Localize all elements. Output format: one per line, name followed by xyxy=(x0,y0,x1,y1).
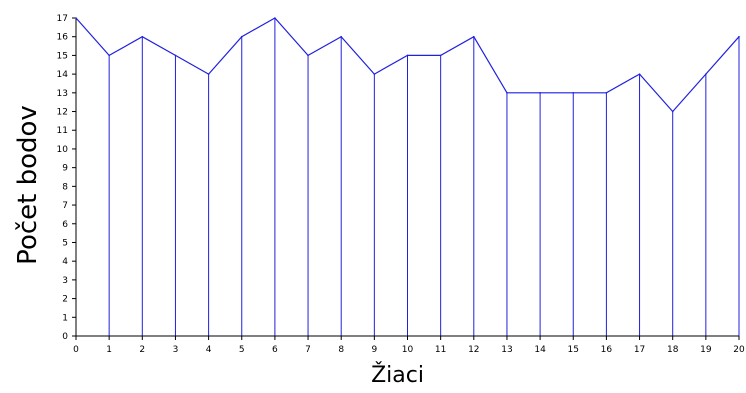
data-point xyxy=(506,92,508,94)
x-tick-label: 6 xyxy=(272,345,278,355)
data-point xyxy=(473,35,475,38)
drop-lines xyxy=(75,18,740,336)
x-tick-label: 4 xyxy=(206,345,212,355)
data-point xyxy=(240,35,243,38)
x-tick-label: 11 xyxy=(435,345,446,355)
x-tick-label: 5 xyxy=(239,345,245,355)
data-point xyxy=(207,73,210,75)
y-tick-label: 13 xyxy=(57,89,68,99)
y-tick-label: 3 xyxy=(62,276,68,286)
x-tick-label: 17 xyxy=(634,345,645,355)
data-point xyxy=(539,92,541,94)
y-tick-label: 11 xyxy=(57,126,68,136)
y-tick-label: 7 xyxy=(62,201,68,211)
data-point xyxy=(738,35,740,38)
x-axis-title: Žiaci xyxy=(371,362,424,388)
y-tick-label: 6 xyxy=(62,220,68,230)
data-point xyxy=(340,35,343,38)
x-tick-label: 0 xyxy=(73,345,79,355)
y-tick-label: 17 xyxy=(57,14,68,24)
x-tick-label: 13 xyxy=(501,345,512,355)
data-point xyxy=(705,73,707,75)
data-point xyxy=(638,73,641,75)
x-ticks: 0 1 2 3 4 5 6 7 8 9 10 11 12 13 14 15 16 17 18 19 20 xyxy=(73,336,745,355)
y-tick-label: 15 xyxy=(57,51,68,61)
x-tick-label: 18 xyxy=(667,345,679,355)
x-tick-label: 2 xyxy=(139,345,145,355)
x-tick-label: 3 xyxy=(173,345,179,355)
y-tick-label: 10 xyxy=(57,145,69,155)
y-tick-label: 0 xyxy=(62,332,68,342)
series xyxy=(75,17,740,113)
y-tick-label: 9 xyxy=(62,164,68,174)
x-tick-label: 10 xyxy=(402,345,414,355)
data-point xyxy=(274,17,276,19)
x-tick-label: 16 xyxy=(601,345,613,355)
data-point xyxy=(108,54,110,57)
x-tick-label: 7 xyxy=(305,345,311,355)
y-tick-label: 12 xyxy=(57,108,68,118)
x-tick-label: 8 xyxy=(338,345,344,355)
y-tick-label: 2 xyxy=(62,295,68,305)
data-point xyxy=(373,73,376,75)
y-tick-label: 1 xyxy=(62,313,68,323)
y-tick-label: 5 xyxy=(62,238,68,248)
y-tick-label: 4 xyxy=(62,257,68,267)
x-tick-label: 9 xyxy=(371,345,377,355)
x-tick-label: 20 xyxy=(733,345,745,355)
data-point xyxy=(605,92,608,94)
y-axis-title: Počet bodov xyxy=(13,105,43,265)
x-tick-label: 19 xyxy=(700,345,712,355)
x-tick-label: 12 xyxy=(468,345,479,355)
y-tick-label: 8 xyxy=(62,182,68,192)
x-tick-label: 15 xyxy=(568,345,579,355)
data-point xyxy=(671,110,674,113)
x-tick-label: 14 xyxy=(534,345,546,355)
data-point xyxy=(174,54,177,57)
data-point xyxy=(406,54,409,57)
data-point xyxy=(439,54,442,57)
data-point xyxy=(307,54,309,57)
y-tick-label: 16 xyxy=(57,33,69,43)
data-point xyxy=(572,92,575,94)
data-point xyxy=(141,35,144,38)
data-point xyxy=(75,17,77,19)
x-tick-label: 1 xyxy=(106,345,112,355)
y-tick-label: 14 xyxy=(57,70,69,80)
